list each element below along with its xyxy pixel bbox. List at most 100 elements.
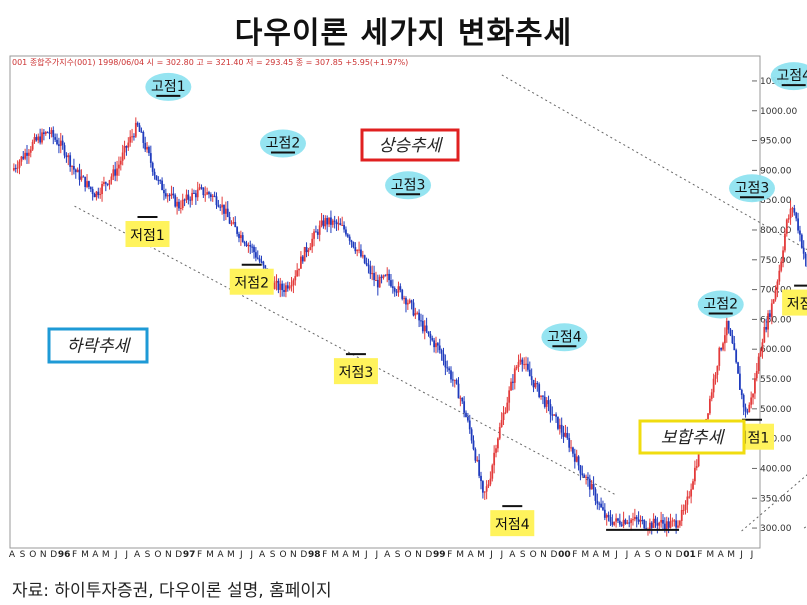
candle-body bbox=[545, 400, 548, 407]
candle-body bbox=[155, 175, 158, 180]
candle-body bbox=[208, 192, 210, 195]
candle-body bbox=[784, 233, 786, 251]
candle-body bbox=[78, 169, 81, 180]
candle-body bbox=[163, 190, 165, 194]
x-tick-label: A bbox=[634, 550, 641, 560]
candle-body bbox=[463, 401, 466, 413]
candle-body bbox=[481, 481, 484, 493]
candle-body bbox=[399, 286, 402, 290]
candle-body bbox=[427, 331, 430, 334]
candle-body bbox=[24, 152, 27, 159]
page-title: 다우이론 세가지 변화추세 bbox=[234, 16, 573, 51]
x-tick-label: D bbox=[300, 550, 307, 560]
candle-body bbox=[294, 276, 297, 281]
candle-body bbox=[406, 302, 409, 305]
annotations: 고점1저점1고점2저점2고점3저점3고점4저점4고점2저점1고점3저점2고점4저… bbox=[125, 62, 807, 537]
candle-body bbox=[82, 176, 85, 178]
candle-body bbox=[213, 195, 216, 197]
candle-body bbox=[288, 286, 291, 289]
candle-body bbox=[515, 366, 518, 369]
candle-body bbox=[331, 220, 334, 225]
candle-body bbox=[712, 378, 715, 393]
y-tick-label: 750.00 bbox=[760, 256, 792, 266]
x-tick-label: N bbox=[165, 550, 172, 560]
candle-body bbox=[69, 155, 72, 167]
candle-body bbox=[390, 280, 392, 287]
candle-body bbox=[178, 201, 180, 209]
candle-body bbox=[183, 199, 186, 201]
candle-body bbox=[483, 491, 486, 493]
candle-body bbox=[181, 199, 184, 209]
candle-body bbox=[352, 242, 355, 248]
candle-body bbox=[478, 459, 481, 476]
trend-label: 상승추세 bbox=[379, 136, 444, 156]
candle-body bbox=[346, 234, 349, 237]
candle-body bbox=[502, 413, 505, 421]
candle-body bbox=[337, 223, 340, 225]
candle-body bbox=[121, 152, 124, 161]
candle-body bbox=[489, 478, 492, 485]
candle-body bbox=[125, 146, 128, 148]
candle-body bbox=[283, 290, 285, 292]
candle-body bbox=[264, 265, 267, 269]
candle-body bbox=[378, 276, 381, 288]
x-tick-label: M bbox=[102, 550, 110, 560]
candle-body bbox=[412, 302, 415, 316]
candle-body bbox=[44, 132, 47, 135]
candle-body bbox=[305, 247, 308, 253]
candle-body bbox=[311, 238, 314, 248]
candle-body bbox=[146, 147, 148, 150]
candle-body bbox=[523, 364, 526, 366]
candle-body bbox=[660, 519, 663, 523]
candle-body bbox=[774, 289, 777, 300]
x-tick-label: S bbox=[145, 550, 151, 560]
candle-body bbox=[517, 361, 520, 367]
candle-body bbox=[211, 195, 214, 197]
y-tick-label: 350.00 bbox=[760, 494, 792, 504]
x-tick-label: M bbox=[206, 550, 214, 560]
x-tick-label: N bbox=[415, 550, 422, 560]
candle-body bbox=[459, 397, 462, 399]
x-tick-label: J bbox=[114, 550, 118, 560]
y-tick-label: 400.00 bbox=[760, 464, 792, 474]
candle-body bbox=[333, 220, 336, 222]
x-tick-label: J bbox=[374, 550, 378, 560]
candle-body bbox=[622, 519, 625, 526]
x-tick-label: O bbox=[530, 550, 537, 560]
x-tick-label: J bbox=[750, 550, 754, 560]
x-tick-label: S bbox=[520, 550, 526, 560]
candle-body bbox=[671, 520, 674, 522]
candle-body bbox=[592, 483, 595, 490]
x-tick-label: 00 bbox=[558, 550, 571, 560]
candle-body bbox=[607, 514, 610, 518]
candle-body bbox=[168, 195, 171, 197]
candle-body bbox=[693, 467, 696, 482]
candle-body bbox=[365, 263, 368, 265]
y-tick-label: 500.00 bbox=[760, 405, 792, 415]
candle-body bbox=[59, 140, 62, 147]
candle-body bbox=[161, 180, 163, 191]
candle-body bbox=[538, 384, 541, 397]
candle-body bbox=[298, 268, 300, 271]
candle-body bbox=[279, 283, 282, 290]
candle-body bbox=[172, 193, 175, 196]
x-tick-label: J bbox=[489, 550, 493, 560]
candle-body bbox=[675, 520, 678, 528]
candlestick-chart: 001 종합주가지수(001) 1998/06/04 시 = 302.80 고 … bbox=[9, 55, 807, 560]
peak-highlight bbox=[541, 323, 588, 352]
x-tick-label: M bbox=[227, 550, 235, 560]
candle-body bbox=[14, 168, 17, 170]
x-tick-label: M bbox=[727, 550, 735, 560]
candle-body bbox=[153, 171, 156, 176]
candle-body bbox=[618, 520, 621, 525]
candle-body bbox=[238, 233, 240, 239]
candle-body bbox=[510, 381, 512, 391]
candle-body bbox=[590, 483, 593, 490]
x-tick-label: M bbox=[477, 550, 485, 560]
candle-body bbox=[151, 162, 154, 172]
candle-body bbox=[106, 183, 109, 185]
x-tick-label: M bbox=[352, 550, 360, 560]
candle-body bbox=[654, 518, 657, 524]
x-tick-label: M bbox=[456, 550, 464, 560]
candle-body bbox=[104, 182, 107, 184]
